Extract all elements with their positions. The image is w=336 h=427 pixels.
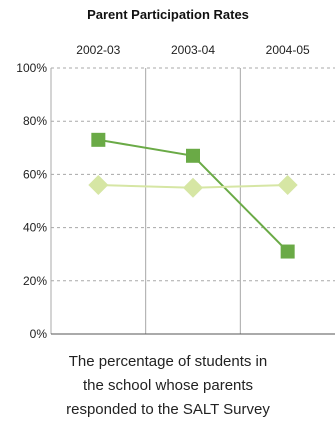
caption-line: The percentage of students in [68,353,268,370]
data-point-square [186,148,200,163]
caption-line: the school whose parents [82,377,254,394]
data-point-diamond [88,175,109,196]
data-point-square [91,132,106,147]
x-category-label: 2002-03 [76,43,120,57]
data-point-diamond [277,175,298,196]
chart-caption: The percentage of students in the school… [0,350,336,422]
data-point-square [280,244,295,259]
y-tick-label: 80% [23,114,47,128]
axes [50,68,335,335]
data-point-diamond [183,177,203,198]
y-tick-label: 20% [23,274,47,288]
gridlines [51,67,335,334]
y-tick-label: 60% [23,167,47,181]
series [88,132,298,259]
tick-labels: 0% 20% 40% 60% 80% 100% 2002-03 2003-04 2004-05 [16,43,310,341]
caption-line: responded to the SALT Survey [66,401,270,418]
y-tick-label: 40% [23,221,47,235]
x-category-label: 2004-05 [266,43,310,57]
chart-title: Parent Participation Rates [87,7,249,22]
x-category-label: 2003-04 [171,43,215,57]
y-tick-label: 0% [30,327,48,341]
y-tick-label: 100% [16,61,47,75]
line-chart: 0% 20% 40% 60% 80% 100% 2002-03 2003-04 2004-05 [16,43,335,341]
